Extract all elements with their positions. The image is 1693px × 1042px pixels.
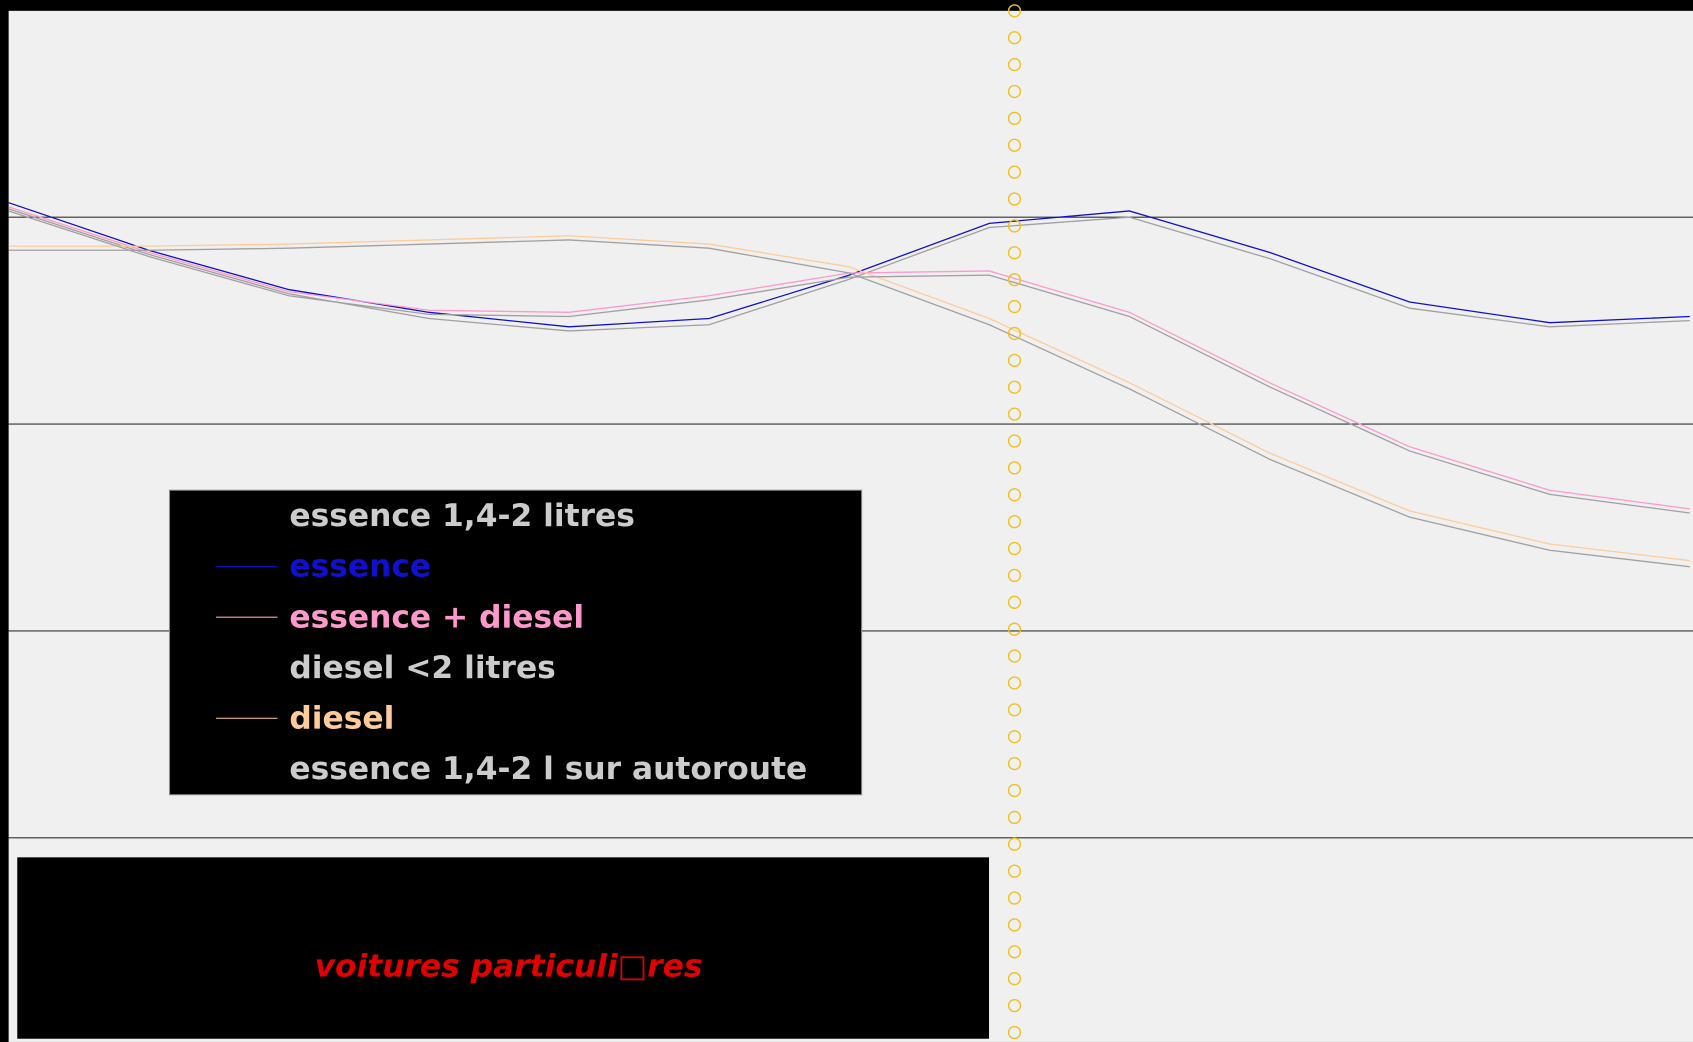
series-line [8, 239, 1690, 568]
cursor-dot [1007, 837, 1022, 851]
cursor-dot [1007, 972, 1022, 986]
cursor-dot [1007, 138, 1022, 152]
cursor-dot [1007, 622, 1022, 636]
cursor-dot [1007, 595, 1022, 609]
legend-label: essence 1,4-2 l sur autoroute [289, 751, 807, 787]
cursor-dot [1007, 783, 1022, 798]
cursor-dot [1007, 111, 1022, 126]
cursor-dot [1007, 461, 1022, 475]
cursor-dot [1007, 407, 1022, 421]
cursor-dot [1007, 810, 1022, 825]
series-line [8, 202, 1690, 328]
cursor-dot [1007, 299, 1022, 314]
cursor-dot [1007, 568, 1022, 583]
cursor-dot [1007, 541, 1022, 556]
cursor-dot [1007, 246, 1022, 260]
chart-title: voitures particuli□res [315, 948, 703, 984]
cursor-dot [1007, 649, 1022, 663]
cursor-dot [1007, 1025, 1022, 1040]
cursor-dot [1007, 891, 1022, 905]
legend-label: diesel <2 litres [289, 650, 555, 686]
cursor-dot [1007, 864, 1022, 878]
legend-label: essence [289, 549, 431, 585]
series-line [8, 208, 1690, 332]
cursor-dot [1007, 31, 1022, 45]
cursor-dot [1007, 488, 1022, 502]
legend-box [168, 489, 863, 796]
cursor-dot [1007, 84, 1022, 99]
cursor-dot [1007, 730, 1022, 744]
title-box [17, 857, 990, 1039]
cursor-dot [1007, 353, 1022, 367]
legend-label: essence + diesel [289, 599, 584, 635]
cursor-dot [1007, 998, 1022, 1013]
legend-label: diesel [289, 700, 394, 736]
cursor-dot [1007, 756, 1022, 771]
cursor-dot [1007, 326, 1022, 341]
legend-label: essence 1,4-2 litres [289, 498, 634, 534]
cursor-dot [1007, 165, 1022, 179]
cursor-dot [1007, 434, 1022, 448]
cursor-dot [1007, 380, 1022, 394]
series-line [8, 210, 1690, 514]
cursor-dot [1007, 192, 1022, 206]
cursor-dot [1007, 945, 1022, 959]
cursor-line [1007, 4, 1022, 1040]
cursor-dot [1007, 273, 1022, 287]
cursor-dot [1007, 676, 1022, 690]
series-line [8, 235, 1690, 562]
cursor-dot [1007, 4, 1022, 18]
cursor-dot [1007, 703, 1022, 717]
cursor-dot [1007, 57, 1022, 72]
cursor-dot [1007, 219, 1022, 233]
cursor-dot [1007, 515, 1022, 529]
cursor-dot [1007, 918, 1022, 932]
